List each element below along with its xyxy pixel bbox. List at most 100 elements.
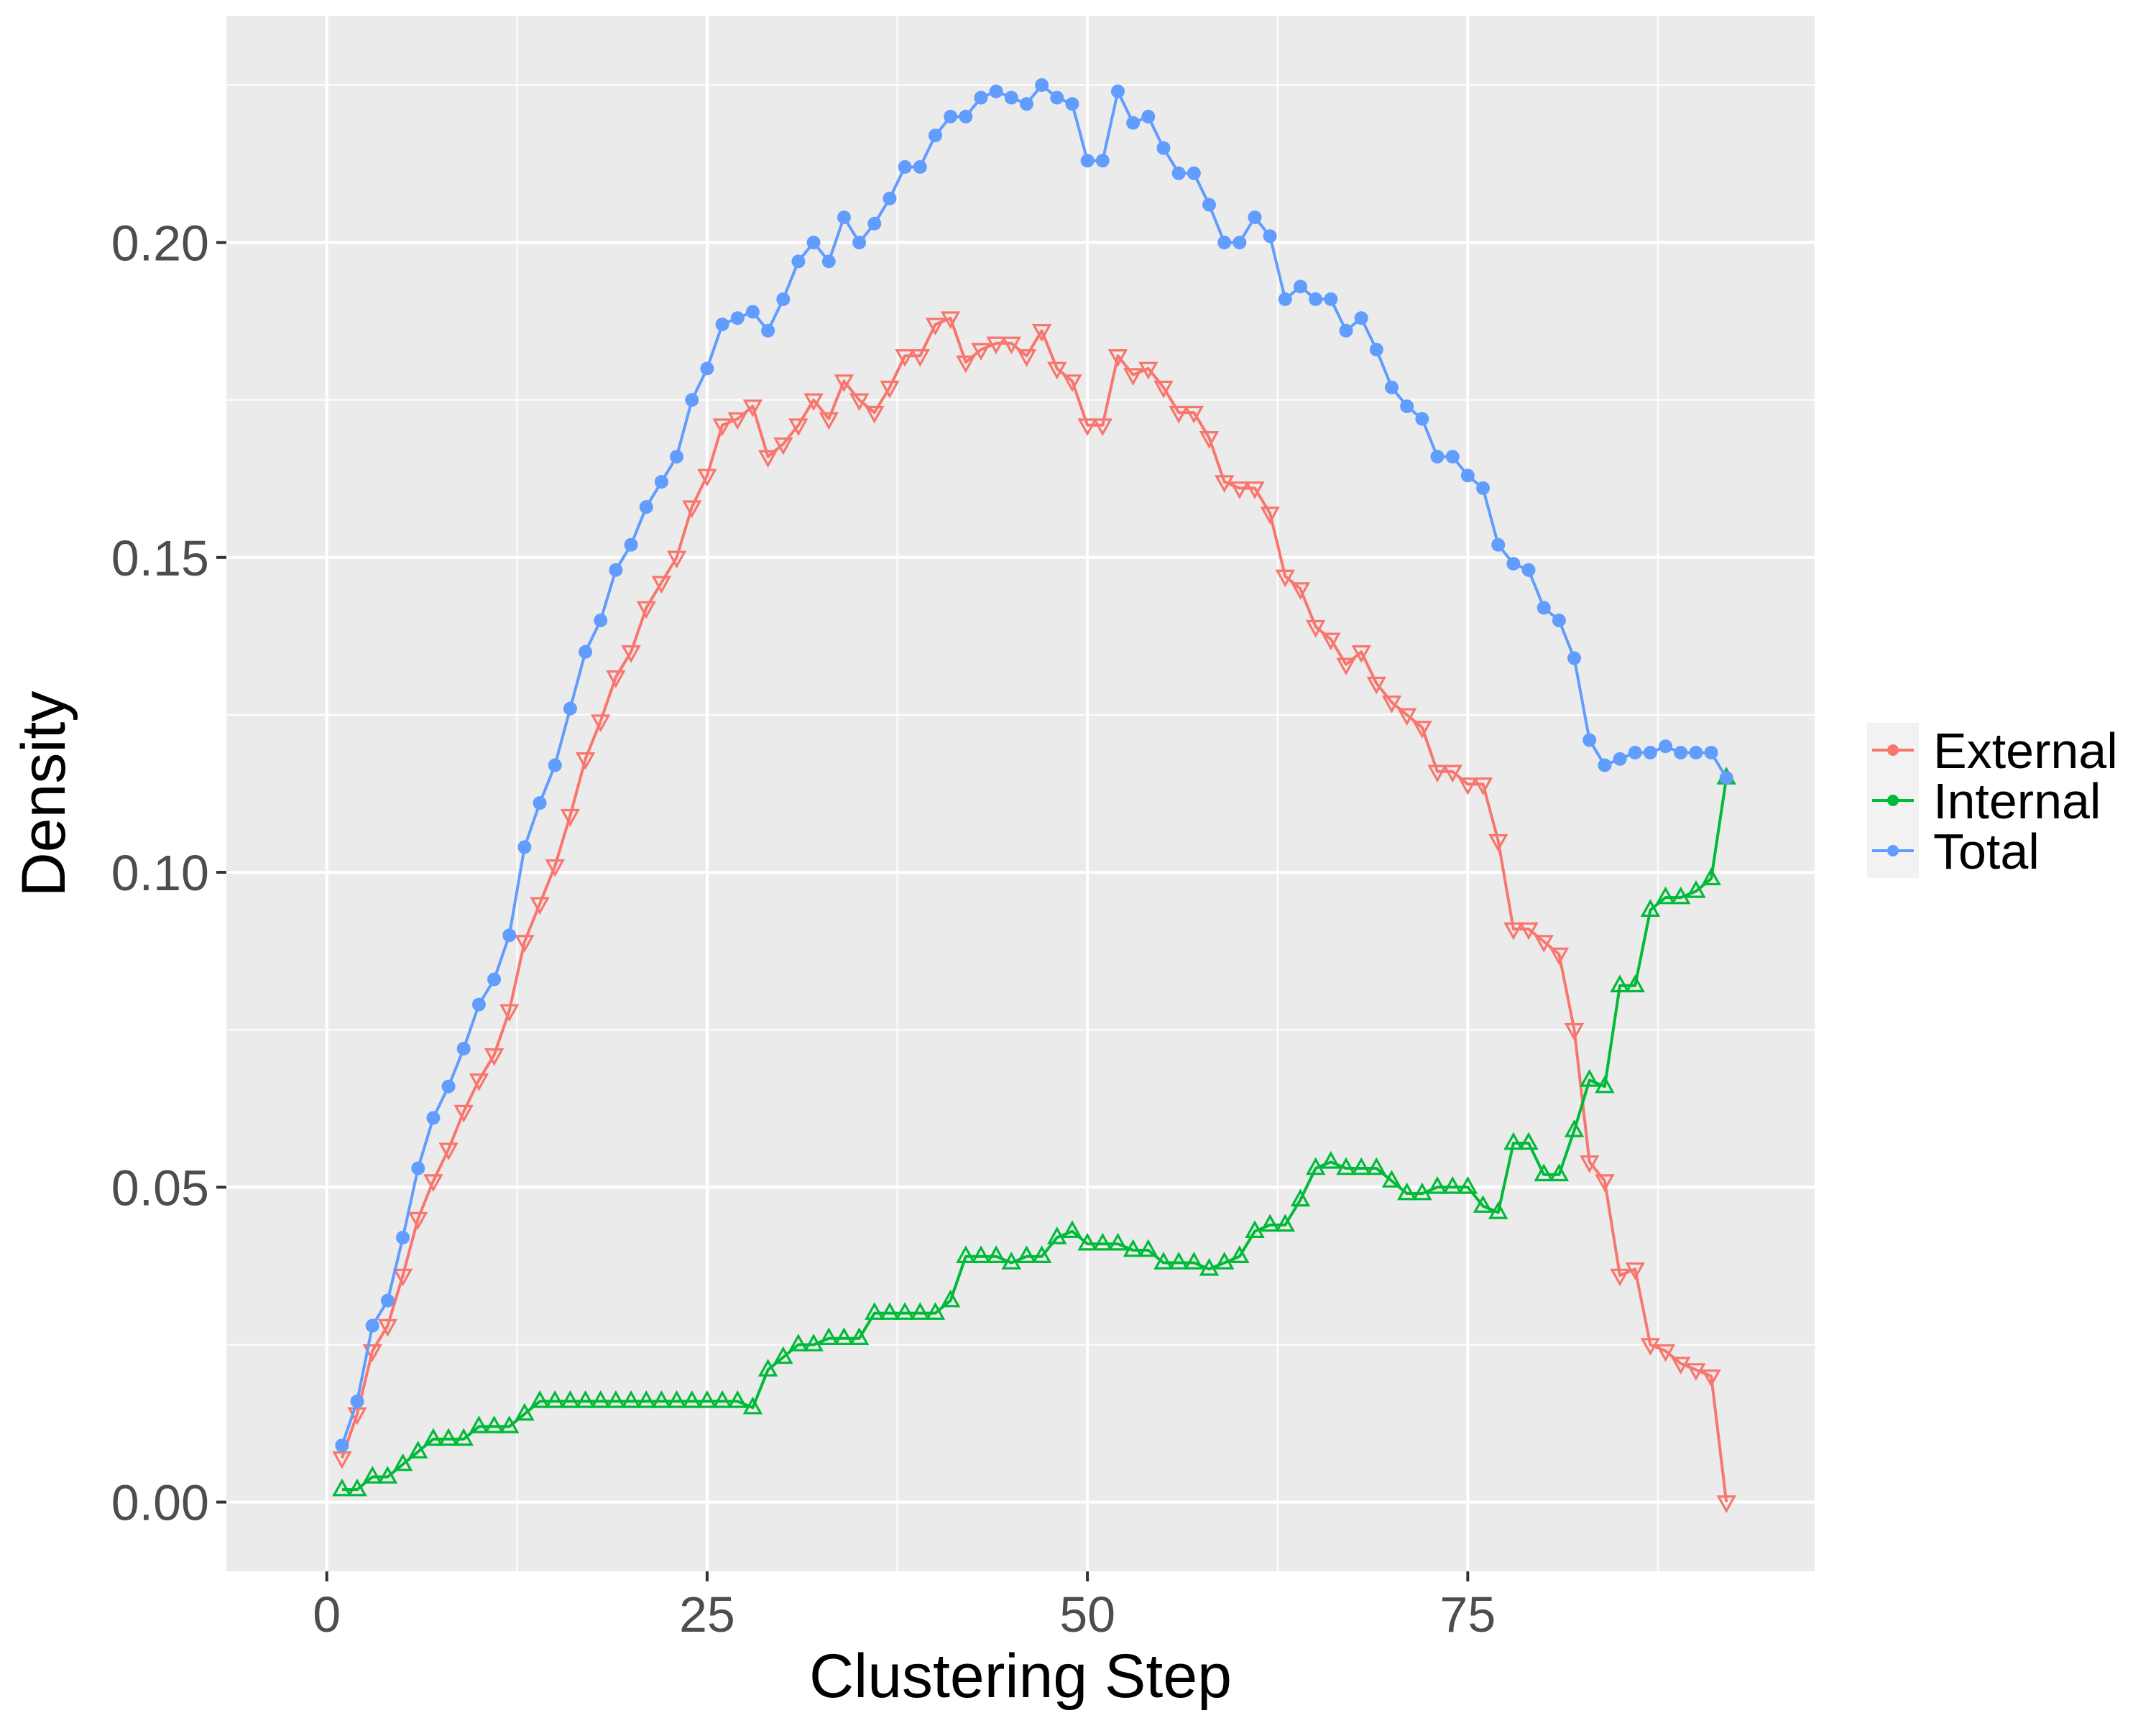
data-point-total <box>715 317 729 331</box>
data-point-internal <box>1427 1175 1447 1194</box>
data-point-external <box>1199 430 1220 449</box>
data-point-total <box>1613 752 1627 766</box>
data-point-total <box>883 191 897 205</box>
data-point-external <box>1214 475 1235 493</box>
data-point-external <box>1321 632 1341 651</box>
data-point-external <box>834 374 854 392</box>
data-point-total <box>1385 380 1399 394</box>
data-point-external <box>407 1211 428 1230</box>
data-point-internal <box>1503 1132 1524 1150</box>
data-point-total <box>1659 739 1673 754</box>
data-point-total <box>1369 343 1383 357</box>
data-point-total <box>1110 84 1125 98</box>
data-point-total <box>1050 91 1064 105</box>
data-point-internal <box>575 1390 596 1408</box>
data-point-external <box>1670 1357 1691 1375</box>
data-point-external <box>1047 361 1067 380</box>
data-point-internal <box>1169 1252 1189 1270</box>
data-point-internal <box>1625 974 1645 993</box>
data-point-total <box>1552 613 1566 627</box>
data-point-external <box>1260 507 1280 525</box>
data-point-external <box>1366 676 1387 695</box>
data-point-internal <box>590 1390 611 1408</box>
data-point-external <box>788 418 808 437</box>
data-point-internal <box>1381 1170 1402 1188</box>
data-point-external <box>742 399 763 417</box>
data-point-total <box>1506 557 1521 571</box>
y-tick-label: 0.00 <box>111 1475 209 1531</box>
data-point-external <box>925 318 946 336</box>
data-point-external <box>727 412 748 430</box>
data-point-total <box>411 1161 425 1175</box>
series-total <box>335 78 1733 1453</box>
data-point-internal <box>515 1403 535 1421</box>
data-point-total <box>806 236 821 250</box>
data-point-external <box>438 1142 459 1161</box>
data-point-external <box>757 450 778 468</box>
data-point-total <box>396 1230 410 1244</box>
data-point-external <box>1290 582 1311 600</box>
data-point-external <box>849 393 870 412</box>
data-point-total <box>563 701 577 716</box>
data-point-internal <box>666 1390 687 1408</box>
data-point-internal <box>392 1453 413 1471</box>
data-point-internal <box>1047 1226 1067 1244</box>
data-point-external <box>666 550 687 569</box>
data-point-total <box>1248 210 1262 224</box>
data-point-total <box>1689 746 1703 760</box>
data-point-external <box>1457 777 1478 795</box>
data-point-total <box>1445 450 1460 464</box>
data-point-external <box>1230 481 1250 499</box>
y-tick-labels: 0.00 0.05 0.10 0.15 0.20 <box>111 216 209 1531</box>
data-point-total <box>426 1111 441 1125</box>
data-point-internal <box>1579 1068 1600 1087</box>
data-point-internal <box>1534 1163 1554 1182</box>
data-point-internal <box>453 1428 474 1446</box>
data-point-total <box>1156 141 1171 155</box>
data-point-external <box>956 355 976 374</box>
data-point-internal <box>545 1390 565 1408</box>
data-point-total <box>548 758 562 772</box>
data-point-external <box>1625 1262 1645 1280</box>
data-point-external <box>803 393 824 412</box>
data-point-external <box>560 808 581 827</box>
data-point-external <box>530 897 550 915</box>
data-point-internal <box>407 1441 428 1459</box>
major-gridlines <box>226 16 1815 1571</box>
data-point-total <box>821 254 836 269</box>
data-point-internal <box>880 1302 900 1320</box>
data-point-external <box>910 349 931 367</box>
data-point-internal <box>1686 880 1706 898</box>
data-point-external <box>1640 1338 1661 1356</box>
data-point-external <box>499 1004 520 1022</box>
data-point-external <box>986 336 1006 355</box>
data-point-external <box>392 1268 413 1287</box>
data-point-internal <box>1260 1214 1280 1232</box>
data-point-internal <box>1701 867 1721 886</box>
data-point-internal <box>849 1327 870 1346</box>
data-point-internal <box>1245 1220 1265 1239</box>
data-point-total <box>1278 292 1292 306</box>
data-point-internal <box>1412 1182 1432 1201</box>
legend-marker-total <box>1887 845 1899 856</box>
data-point-external <box>1686 1363 1706 1381</box>
data-point-total <box>1233 236 1247 250</box>
data-point-external <box>1716 1495 1736 1513</box>
data-point-total <box>791 254 806 269</box>
data-point-external <box>1153 380 1174 399</box>
data-point-internal <box>1031 1245 1052 1264</box>
data-point-internal <box>499 1415 520 1433</box>
data-point-external <box>1519 922 1539 941</box>
data-point-internal <box>1305 1157 1326 1175</box>
data-point-external <box>1123 368 1143 386</box>
data-point-total <box>1598 758 1612 772</box>
data-point-external <box>940 311 961 330</box>
data-point-total <box>1019 97 1033 111</box>
data-point-total <box>517 840 532 854</box>
data-point-external <box>590 714 611 733</box>
data-point-external <box>423 1174 443 1192</box>
data-point-external <box>1305 619 1326 638</box>
legend-marker-external <box>1887 744 1899 756</box>
data-point-internal <box>438 1428 459 1446</box>
